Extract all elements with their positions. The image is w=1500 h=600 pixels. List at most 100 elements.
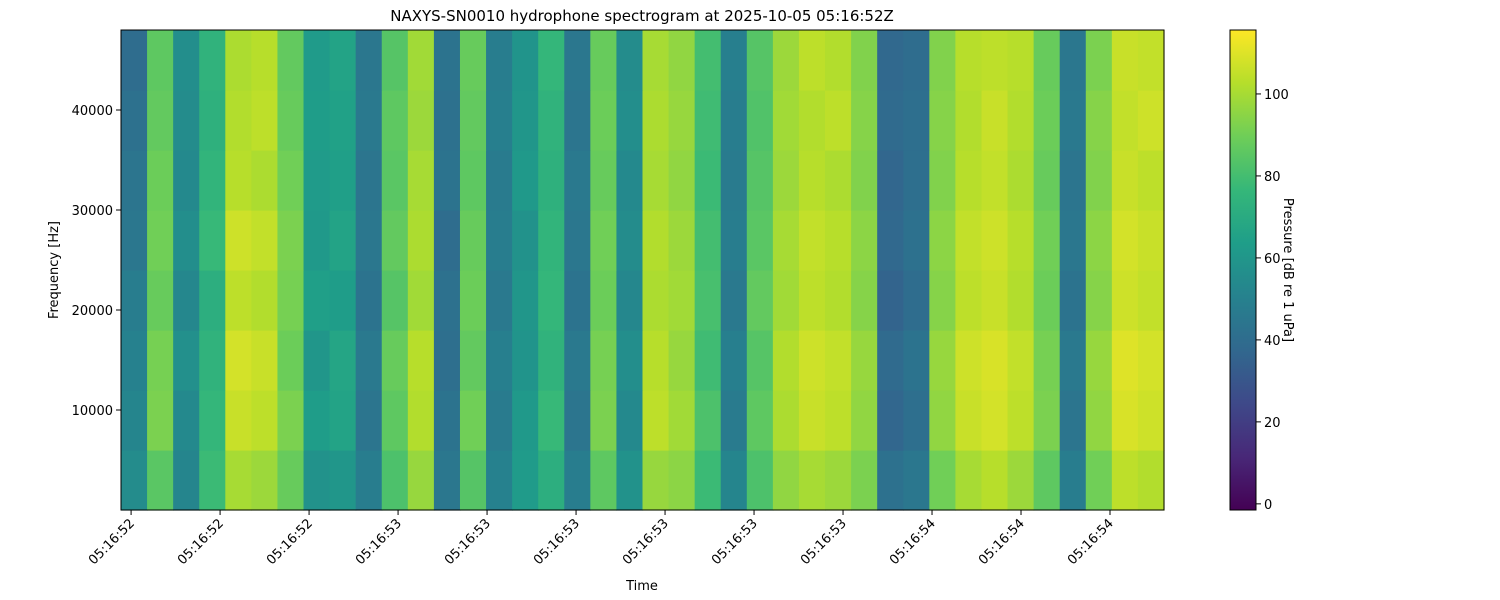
cell [538, 90, 565, 151]
cell [173, 330, 200, 391]
cell [329, 30, 357, 91]
cell [486, 450, 513, 511]
x-tick-label: 05:16:52 [86, 516, 138, 568]
cell [251, 270, 279, 331]
cell [564, 30, 591, 91]
cell [798, 390, 826, 451]
cell [538, 30, 565, 91]
cell [277, 450, 305, 511]
cell [1059, 330, 1087, 391]
cell [1111, 450, 1139, 511]
cell [355, 210, 383, 271]
cell [1111, 330, 1139, 391]
cell [121, 390, 148, 451]
cell [277, 210, 305, 271]
cell [590, 270, 618, 331]
x-tick-label: 05:16:53 [798, 516, 850, 568]
cell [668, 270, 696, 331]
cell [459, 390, 487, 451]
cell [877, 30, 904, 91]
x-tick-label: 05:16:53 [709, 516, 761, 568]
cell [720, 150, 748, 211]
cell [486, 150, 513, 211]
cell [772, 150, 800, 211]
cell [981, 90, 1009, 151]
cell [798, 210, 826, 271]
cell [616, 330, 644, 391]
cell [929, 450, 956, 511]
y-tick-label: 10000 [72, 404, 113, 419]
x-tick-label: 05:16:54 [887, 516, 939, 568]
cell [407, 390, 435, 451]
cell [1085, 390, 1113, 451]
cell [668, 390, 696, 451]
cell [929, 270, 956, 331]
cell [746, 270, 774, 331]
cell [720, 90, 748, 151]
cell [199, 210, 226, 271]
cell [1137, 450, 1165, 511]
cell [1033, 270, 1061, 331]
x-tick-label: 05:16:53 [620, 516, 672, 568]
cell [668, 30, 696, 91]
cell [1137, 330, 1165, 391]
colorbar-tick-label: 40 [1264, 334, 1281, 349]
cell [929, 330, 956, 391]
cell [1085, 450, 1113, 511]
colorbar [1229, 29, 1257, 511]
cell [1059, 150, 1087, 211]
cell [251, 90, 279, 151]
cell [825, 90, 852, 151]
cell [459, 210, 487, 271]
cell [486, 30, 513, 91]
cell [1085, 330, 1113, 391]
cell [929, 30, 956, 91]
x-tick-label: 05:16:52 [264, 516, 316, 568]
cell [825, 330, 852, 391]
cell [303, 450, 331, 511]
cell [329, 150, 357, 211]
cell [459, 270, 487, 331]
cell [512, 270, 539, 331]
cell [851, 150, 878, 211]
cell [694, 330, 722, 391]
cell [564, 390, 591, 451]
cell [1033, 210, 1061, 271]
cell [590, 330, 618, 391]
cell [433, 210, 461, 271]
cell [798, 330, 826, 391]
cell [512, 450, 539, 511]
cell [616, 90, 644, 151]
cell [277, 90, 305, 151]
cell [1033, 150, 1061, 211]
cell [903, 330, 930, 391]
cell [929, 150, 956, 211]
cell [173, 90, 200, 151]
cell [486, 270, 513, 331]
cell [303, 270, 331, 331]
cell [251, 30, 279, 91]
cell [147, 30, 174, 91]
cell [825, 390, 852, 451]
cell [407, 330, 435, 391]
cell [538, 150, 565, 211]
cell [225, 30, 252, 91]
cell [851, 270, 878, 331]
cell [225, 270, 252, 331]
cell [825, 450, 852, 511]
cell [1033, 330, 1061, 391]
cell [147, 330, 174, 391]
cell [668, 90, 696, 151]
cell [433, 150, 461, 211]
cell [955, 90, 983, 151]
cell [1111, 150, 1139, 211]
cell [1059, 90, 1087, 151]
cell [720, 30, 748, 91]
cell [1059, 390, 1087, 451]
x-tick-label: 05:16:52 [175, 516, 227, 568]
cell [173, 450, 200, 511]
cell [746, 390, 774, 451]
cell [512, 90, 539, 151]
heatmap [121, 30, 1165, 511]
cell [329, 450, 357, 511]
